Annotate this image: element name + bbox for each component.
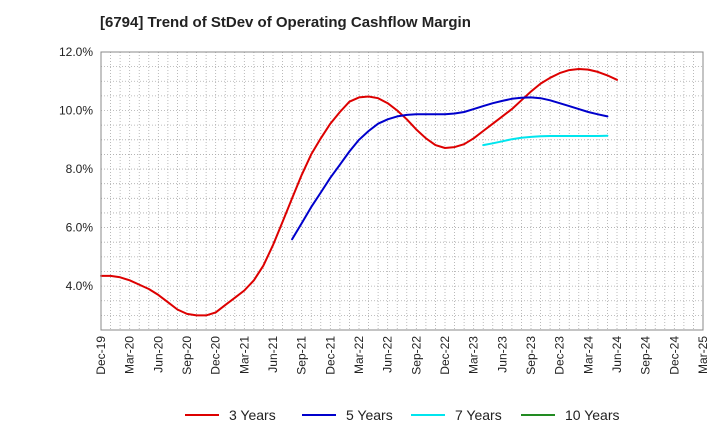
x-tick-label: Dec-24	[667, 336, 681, 375]
series-line-3-years	[100, 68, 618, 317]
x-tick-label: Jun-21	[266, 336, 280, 373]
x-tick-label: Sep-24	[639, 336, 653, 375]
x-tick-label: Sep-20	[180, 336, 194, 375]
legend-label: 3 Years	[229, 407, 276, 423]
x-tick-label: Jun-22	[381, 336, 395, 373]
y-tick-label: 6.0%	[66, 221, 94, 235]
legend-label: 7 Years	[455, 407, 502, 423]
y-tick-label: 8.0%	[66, 162, 94, 176]
x-tick-label: Mar-24	[581, 336, 595, 374]
x-tick-label: Dec-20	[209, 336, 223, 375]
legend: 3 Years 5 Years 7 Years 10 Years	[0, 404, 720, 426]
legend-swatch	[302, 414, 336, 416]
y-axis: 4.0% 6.0% 8.0% 10.0% 12.0%	[59, 45, 93, 293]
series-lines	[100, 68, 618, 317]
legend-item-3-years: 3 Years	[185, 404, 276, 426]
x-tick-label: Mar-23	[467, 336, 481, 374]
x-tick-label: Sep-21	[295, 336, 309, 375]
legend-item-10-years: 10 Years	[521, 404, 620, 426]
x-tick-label: Dec-21	[323, 336, 337, 375]
x-tick-label: Sep-22	[409, 336, 423, 375]
x-tick-label: Sep-23	[524, 336, 538, 375]
y-tick-label: 10.0%	[59, 104, 93, 118]
gridlines	[101, 52, 703, 330]
y-tick-label: 12.0%	[59, 45, 93, 59]
legend-label: 5 Years	[346, 407, 393, 423]
legend-label: 10 Years	[565, 407, 620, 423]
y-tick-label: 4.0%	[66, 279, 94, 293]
legend-item-7-years: 7 Years	[411, 404, 502, 426]
series-line-5-years	[291, 96, 609, 241]
x-tick-label: Jun-23	[495, 336, 509, 373]
x-tick-label: Mar-25	[696, 336, 710, 374]
x-axis: Dec-19 Mar-20 Jun-20 Sep-20 Dec-20 Mar-21 Jun-…	[94, 336, 710, 375]
x-tick-label: Dec-19	[94, 336, 108, 375]
x-tick-label: Mar-22	[352, 336, 366, 374]
chart-canvas: 4.0% 6.0% 8.0% 10.0% 12.0% Dec-19 Mar-20 Jun-2…	[59, 45, 710, 375]
x-tick-label: Dec-22	[438, 336, 452, 375]
series-line-7-years	[482, 134, 609, 147]
x-tick-label: Jun-24	[610, 336, 624, 373]
x-tick-label: Jun-20	[151, 336, 165, 373]
x-tick-label: Mar-21	[237, 336, 251, 374]
chart-title: [6794] Trend of StDev of Operating Cashf…	[100, 14, 471, 31]
legend-item-5-years: 5 Years	[302, 404, 393, 426]
legend-swatch	[411, 414, 445, 416]
legend-swatch	[185, 414, 219, 416]
x-tick-label: Mar-20	[123, 336, 137, 374]
plot-frame	[100, 51, 704, 331]
x-tick-label: Dec-23	[553, 336, 567, 375]
legend-swatch	[521, 414, 555, 416]
